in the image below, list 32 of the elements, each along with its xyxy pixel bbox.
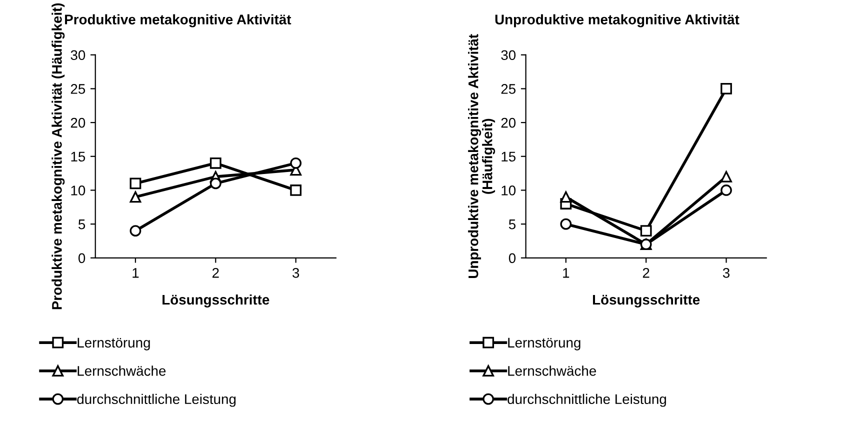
- y-tick-label: 20: [501, 118, 516, 128]
- x-tick-label: 1: [132, 268, 139, 278]
- y-tick-label: 25: [70, 84, 86, 94]
- y-tick-label: 10: [502, 186, 516, 196]
- legend-label: Lernschwäche: [78, 366, 166, 376]
- y-tick-label: 0: [508, 253, 516, 264]
- legend-label: durchschnittliche Leistung: [77, 394, 236, 407]
- y-tick-label: 20: [70, 118, 86, 128]
- y-tick-label: 30: [501, 50, 516, 60]
- x-tick-label: 3: [722, 268, 730, 278]
- x-tick-label: 1: [563, 268, 570, 278]
- x-axis-title: Lösungsschritte: [162, 294, 270, 308]
- legend-label: Lernstörung: [508, 338, 580, 350]
- legend-label: Lernstörung: [78, 338, 150, 350]
- legend-label: Lernschwäche: [508, 366, 596, 376]
- x-tick-label: 2: [642, 268, 650, 278]
- y-tick-label: 5: [508, 220, 516, 230]
- y-tick-label: 0: [78, 253, 86, 264]
- legend-label: durchschnittliche Leistung: [508, 394, 666, 407]
- y-tick-label: 15: [71, 152, 86, 162]
- y-axis-title: Produktive metakognitive Aktivität (Häufigkeit): [52, 3, 65, 310]
- x-axis-title: Lösungsschritte: [592, 294, 700, 308]
- chart-title: Unproduktive metakognitive Aktivität: [495, 14, 740, 28]
- y-tick-label: 5: [78, 220, 86, 230]
- y-tick-label: 25: [501, 84, 516, 94]
- y-tick-label: 15: [502, 152, 516, 162]
- y-axis-title: Unproduktive metakognitive Aktivität (Häufigkeit): [468, 34, 496, 278]
- chart-title: Produktive metakognitive Aktivität: [65, 14, 292, 28]
- y-tick-label: 10: [71, 186, 86, 196]
- x-tick-label: 3: [292, 268, 300, 278]
- x-tick-label: 2: [212, 268, 219, 278]
- y-tick-label: 30: [70, 50, 86, 60]
